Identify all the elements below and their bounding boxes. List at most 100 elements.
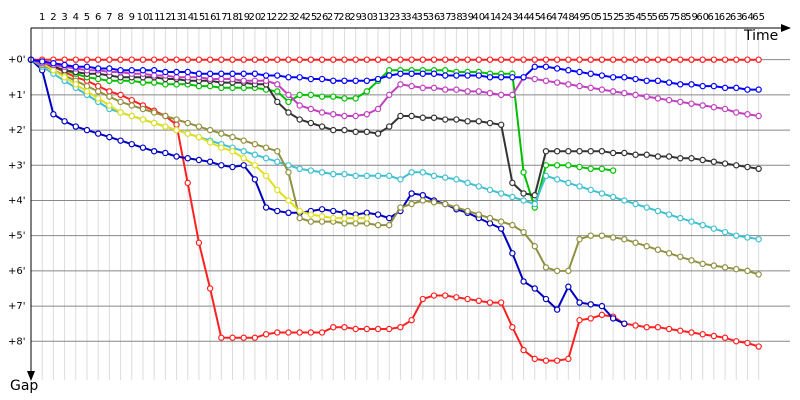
data-point	[520, 190, 527, 197]
data-point	[128, 67, 135, 74]
data-point	[475, 88, 482, 95]
data-point	[363, 88, 371, 95]
data-point	[531, 355, 538, 363]
data-point	[341, 324, 348, 331]
data-point	[710, 332, 718, 340]
data-point	[677, 81, 684, 88]
data-point	[162, 81, 169, 88]
data-point	[677, 214, 684, 222]
data-point	[386, 72, 393, 79]
data-point	[363, 214, 371, 222]
data-point	[464, 56, 471, 63]
data-point	[665, 79, 673, 86]
data-point	[621, 89, 628, 97]
data-point	[643, 93, 650, 100]
data-point	[307, 211, 315, 218]
data-point	[352, 128, 359, 136]
data-point	[262, 172, 270, 180]
x-tick-label: 8	[117, 12, 123, 23]
data-point	[632, 91, 639, 99]
data-point	[553, 176, 561, 183]
data-point	[240, 334, 247, 341]
data-point	[542, 295, 550, 303]
data-point	[632, 151, 639, 158]
data-point	[262, 204, 270, 211]
data-point	[195, 82, 203, 90]
data-point	[274, 158, 281, 165]
data-point	[699, 102, 706, 109]
data-point	[374, 130, 382, 137]
data-point	[61, 61, 68, 69]
data-point	[397, 81, 404, 88]
data-point	[565, 67, 572, 74]
data-point	[442, 67, 449, 74]
y-tick-label: +6'	[8, 266, 26, 277]
data-point	[721, 264, 729, 271]
data-point	[139, 67, 147, 74]
data-point	[352, 56, 359, 63]
data-point	[643, 324, 650, 331]
data-point	[229, 133, 236, 141]
data-point	[744, 234, 751, 241]
data-point	[710, 82, 718, 90]
data-point	[173, 74, 180, 81]
data-point	[497, 299, 505, 306]
data-point	[419, 197, 427, 204]
data-point	[609, 234, 617, 241]
data-point	[755, 235, 762, 243]
x-tick-label: 26	[316, 12, 329, 23]
data-point	[206, 75, 214, 83]
data-point	[251, 77, 259, 85]
data-point	[150, 56, 158, 63]
x-tick-label: 58	[674, 12, 687, 23]
data-point	[643, 151, 650, 158]
data-point	[184, 56, 191, 63]
data-point	[318, 329, 326, 336]
data-point	[542, 77, 550, 85]
data-point	[553, 306, 561, 313]
data-point	[184, 130, 191, 137]
data-point	[330, 111, 337, 118]
data-point	[643, 204, 650, 211]
data-point	[677, 155, 684, 162]
data-point	[330, 56, 337, 63]
data-point	[509, 193, 516, 201]
data-point	[83, 126, 91, 134]
x-tick-label: 30	[360, 12, 373, 23]
data-point	[475, 211, 482, 218]
data-point	[363, 111, 371, 118]
data-point	[520, 169, 527, 176]
data-point	[240, 56, 247, 63]
data-point	[598, 72, 606, 79]
data-point	[106, 56, 113, 63]
data-point	[542, 63, 550, 70]
x-tick-label: 29	[349, 12, 362, 23]
data-point	[117, 109, 124, 116]
x-tick-label: 39	[461, 12, 474, 23]
data-point	[330, 170, 337, 178]
data-point	[621, 197, 628, 204]
data-point	[598, 311, 606, 319]
data-point	[699, 221, 706, 229]
data-point	[318, 123, 326, 130]
data-point	[363, 77, 371, 85]
x-tick-label: 42	[495, 12, 508, 23]
data-point	[486, 299, 494, 306]
data-point	[419, 84, 427, 92]
data-point	[117, 91, 124, 99]
data-point	[363, 209, 371, 216]
data-point	[83, 88, 91, 95]
data-point	[206, 158, 214, 165]
data-point	[632, 200, 639, 208]
data-point	[307, 329, 315, 336]
data-point	[106, 93, 113, 100]
data-point	[665, 56, 673, 63]
data-point	[150, 119, 158, 127]
data-point	[442, 292, 449, 299]
data-point	[632, 75, 639, 83]
x-tick-label: 52	[607, 12, 620, 23]
data-point	[699, 156, 706, 164]
data-point	[699, 331, 706, 338]
data-point	[352, 77, 359, 85]
